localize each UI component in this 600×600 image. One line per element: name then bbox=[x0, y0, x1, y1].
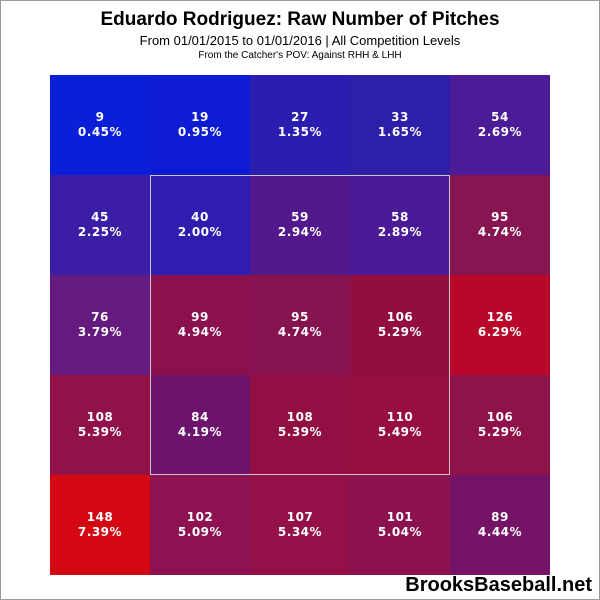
heatmap-cell: 54 2.69% bbox=[450, 75, 550, 175]
cell-percent-label: 1.65% bbox=[377, 125, 423, 139]
heatmap-cell: 110 5.49% bbox=[350, 375, 450, 475]
cell-count-label: 89 bbox=[491, 510, 509, 524]
heatmap-cell: 58 2.89% bbox=[350, 175, 450, 275]
cell-count-label: 106 bbox=[486, 410, 514, 424]
cell-percent-label: 2.69% bbox=[477, 125, 523, 139]
heatmap-cell: 19 0.95% bbox=[150, 75, 250, 175]
cell-percent-label: 0.45% bbox=[77, 125, 123, 139]
cell-count-label: 76 bbox=[91, 310, 109, 324]
cell-percent-label: 5.09% bbox=[177, 525, 223, 539]
chart-title: Eduardo Rodriguez: Raw Number of Pitches bbox=[100, 9, 500, 30]
heatmap-cell: 148 7.39% bbox=[50, 475, 150, 575]
cell-count-label: 106 bbox=[386, 310, 414, 324]
heatmap-cell: 101 5.04% bbox=[350, 475, 450, 575]
heatmap-cell: 95 4.74% bbox=[450, 175, 550, 275]
heatmap-cell: 76 3.79% bbox=[50, 275, 150, 375]
cell-count-label: 54 bbox=[491, 110, 509, 124]
cell-percent-label: 4.74% bbox=[477, 225, 523, 239]
cell-count-label: 59 bbox=[291, 210, 309, 224]
heatmap-cell: 84 4.19% bbox=[150, 375, 250, 475]
cell-count-label: 58 bbox=[391, 210, 409, 224]
cell-percent-label: 5.04% bbox=[377, 525, 423, 539]
cell-count-label: 126 bbox=[486, 310, 514, 324]
cell-count-label: 110 bbox=[386, 410, 414, 424]
cell-percent-label: 2.94% bbox=[277, 225, 323, 239]
heatmap-cell: 27 1.35% bbox=[250, 75, 350, 175]
heatmap-cell: 40 2.00% bbox=[150, 175, 250, 275]
heatmap-cell: 89 4.44% bbox=[450, 475, 550, 575]
cell-count-label: 19 bbox=[191, 110, 209, 124]
cell-count-label: 45 bbox=[91, 210, 109, 224]
cell-percent-label: 7.39% bbox=[77, 525, 123, 539]
heatmap-cell: 106 5.29% bbox=[350, 275, 450, 375]
cell-percent-label: 5.39% bbox=[77, 425, 123, 439]
cell-count-label: 108 bbox=[286, 410, 314, 424]
cell-percent-label: 5.39% bbox=[277, 425, 323, 439]
cell-count-label: 40 bbox=[191, 210, 209, 224]
heatmap-cell: 99 4.94% bbox=[150, 275, 250, 375]
chart-note: From the Catcher's POV: Against RHH & LH… bbox=[198, 50, 402, 61]
cell-percent-label: 6.29% bbox=[477, 325, 523, 339]
heatmap-cell: 95 4.74% bbox=[250, 275, 350, 375]
watermark: BrooksBaseball.net bbox=[405, 574, 592, 596]
cell-count-label: 101 bbox=[386, 510, 414, 524]
cell-percent-label: 4.74% bbox=[277, 325, 323, 339]
cell-count-label: 108 bbox=[86, 410, 114, 424]
cell-percent-label: 1.35% bbox=[277, 125, 323, 139]
heatmap-cell: 108 5.39% bbox=[50, 375, 150, 475]
heatmap-cell: 102 5.09% bbox=[150, 475, 250, 575]
cell-percent-label: 5.29% bbox=[377, 325, 423, 339]
cell-percent-label: 5.29% bbox=[477, 425, 523, 439]
cell-count-label: 99 bbox=[191, 310, 209, 324]
cell-percent-label: 4.19% bbox=[177, 425, 223, 439]
cell-percent-label: 2.00% bbox=[177, 225, 223, 239]
cell-count-label: 95 bbox=[491, 210, 509, 224]
cell-count-label: 107 bbox=[286, 510, 314, 524]
cell-percent-label: 3.79% bbox=[77, 325, 123, 339]
cell-percent-label: 4.94% bbox=[177, 325, 223, 339]
cell-percent-label: 2.25% bbox=[77, 225, 123, 239]
heatmap-cell: 33 1.65% bbox=[350, 75, 450, 175]
heatmap-cell: 108 5.39% bbox=[250, 375, 350, 475]
cell-percent-label: 5.49% bbox=[377, 425, 423, 439]
cell-count-label: 33 bbox=[391, 110, 409, 124]
chart-subtitle: From 01/01/2015 to 01/01/2016 | All Comp… bbox=[139, 33, 461, 48]
cell-count-label: 84 bbox=[191, 410, 209, 424]
heatmap-cell: 126 6.29% bbox=[450, 275, 550, 375]
heatmap-cell: 45 2.25% bbox=[50, 175, 150, 275]
heatmap-cell: 9 0.45% bbox=[50, 75, 150, 175]
cell-percent-label: 0.95% bbox=[177, 125, 223, 139]
cell-percent-label: 5.34% bbox=[277, 525, 323, 539]
heatmap-grid: 9 0.45% 19 0.95% 27 1.35% 33 1.65% 54 2.69% 45 2.25… bbox=[50, 75, 550, 575]
cell-count-label: 102 bbox=[186, 510, 214, 524]
cell-percent-label: 2.89% bbox=[377, 225, 423, 239]
cell-percent-label: 4.44% bbox=[477, 525, 523, 539]
heatmap-cell: 59 2.94% bbox=[250, 175, 350, 275]
cell-count-label: 95 bbox=[291, 310, 309, 324]
cell-count-label: 148 bbox=[86, 510, 114, 524]
heatmap-cell: 107 5.34% bbox=[250, 475, 350, 575]
cell-count-label: 9 bbox=[95, 110, 105, 124]
cell-count-label: 27 bbox=[291, 110, 309, 124]
heatmap-cell: 106 5.29% bbox=[450, 375, 550, 475]
